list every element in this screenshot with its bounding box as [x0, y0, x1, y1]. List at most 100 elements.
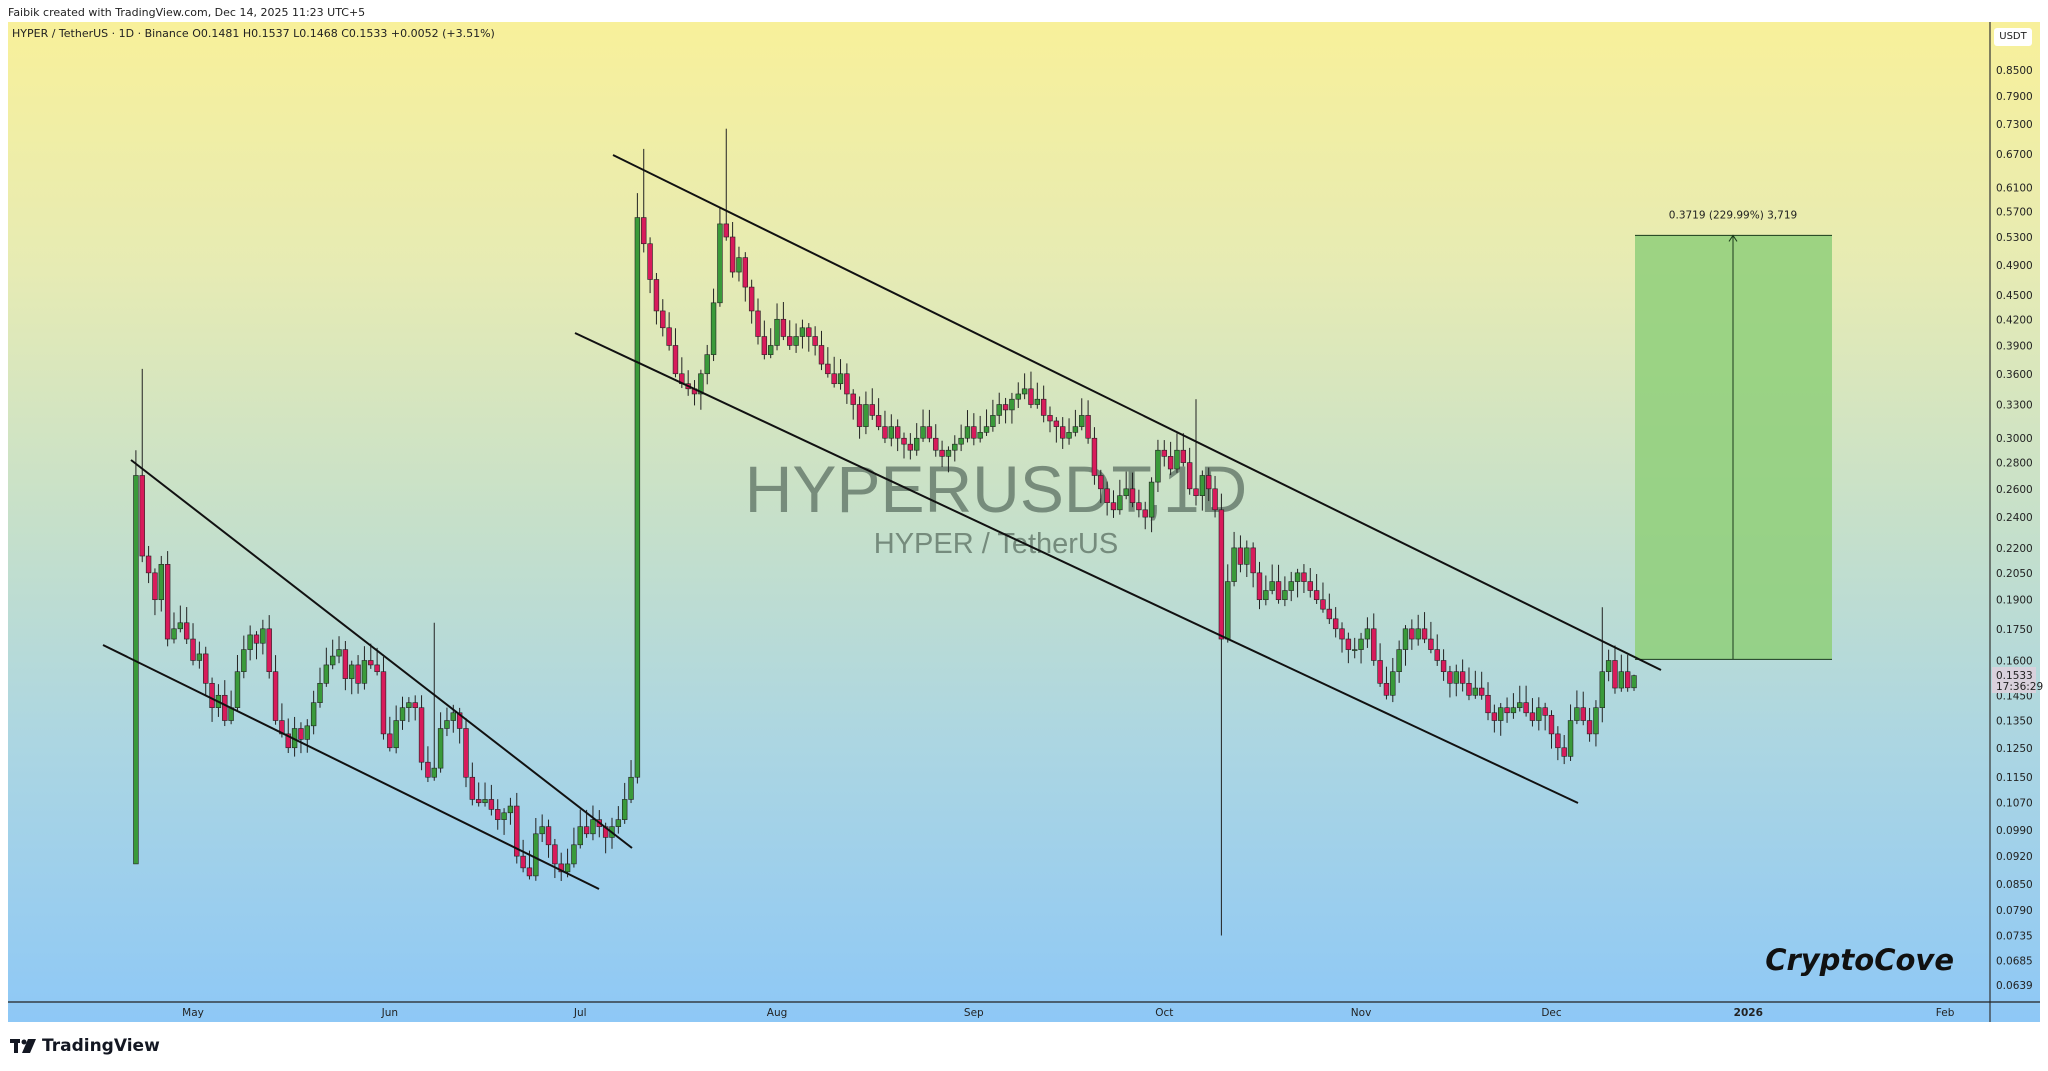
- candle[interactable]: [748, 279, 755, 324]
- candle[interactable]: [412, 695, 418, 721]
- candle[interactable]: [1498, 703, 1504, 736]
- candle[interactable]: [723, 128, 729, 241]
- candle[interactable]: [888, 414, 895, 447]
- candle[interactable]: [183, 607, 190, 645]
- candle[interactable]: [812, 326, 818, 356]
- candle[interactable]: [1060, 417, 1066, 449]
- candle[interactable]: [355, 655, 361, 694]
- candle[interactable]: [1472, 670, 1479, 699]
- candle[interactable]: [1085, 400, 1091, 444]
- candle[interactable]: [1117, 479, 1123, 515]
- candle[interactable]: [1593, 700, 1599, 747]
- candle[interactable]: [1079, 398, 1085, 431]
- candle[interactable]: [1231, 531, 1237, 587]
- candle[interactable]: [1542, 702, 1548, 731]
- candle[interactable]: [310, 690, 317, 735]
- candle[interactable]: [1161, 440, 1167, 467]
- candle[interactable]: [1275, 564, 1282, 604]
- trendlines[interactable]: [102, 154, 1662, 890]
- candle[interactable]: [615, 806, 622, 834]
- candle[interactable]: [1390, 657, 1396, 703]
- candle[interactable]: [1618, 654, 1625, 692]
- candle[interactable]: [755, 298, 761, 345]
- candle[interactable]: [647, 237, 653, 294]
- candle[interactable]: [418, 695, 425, 771]
- candle[interactable]: [1244, 540, 1250, 578]
- candle[interactable]: [196, 641, 203, 669]
- candle[interactable]: [266, 615, 272, 679]
- candle[interactable]: [1574, 690, 1580, 725]
- candle[interactable]: [393, 705, 399, 754]
- candle[interactable]: [1567, 704, 1574, 761]
- candle[interactable]: [1174, 433, 1180, 473]
- candle[interactable]: [621, 782, 628, 824]
- candle[interactable]: [495, 799, 501, 830]
- candle[interactable]: [1066, 418, 1072, 445]
- candle[interactable]: [164, 551, 171, 647]
- candle[interactable]: [177, 605, 184, 633]
- candle[interactable]: [1269, 564, 1275, 595]
- channel-upper-trendline[interactable]: [612, 154, 1662, 671]
- candle[interactable]: [1218, 493, 1225, 936]
- candle[interactable]: [1428, 621, 1434, 654]
- candle[interactable]: [1421, 612, 1428, 644]
- candle[interactable]: [666, 312, 672, 351]
- candle[interactable]: [799, 319, 806, 349]
- channel-lower-trendline[interactable]: [574, 332, 1579, 804]
- candle[interactable]: [920, 409, 926, 442]
- candle[interactable]: [1250, 542, 1256, 588]
- candle[interactable]: [1624, 654, 1631, 692]
- candle[interactable]: [558, 852, 564, 881]
- candle[interactable]: [272, 655, 279, 725]
- candle[interactable]: [869, 388, 875, 420]
- candle[interactable]: [1053, 417, 1060, 443]
- candle[interactable]: [1326, 593, 1333, 624]
- candle[interactable]: [1586, 707, 1593, 742]
- candle[interactable]: [590, 805, 596, 841]
- candle[interactable]: [1148, 477, 1155, 533]
- candle[interactable]: [539, 814, 545, 843]
- candle[interactable]: [729, 221, 736, 278]
- candle[interactable]: [437, 712, 444, 773]
- candle[interactable]: [336, 636, 342, 664]
- candle[interactable]: [399, 696, 406, 730]
- candle[interactable]: [710, 288, 717, 362]
- candle[interactable]: [767, 328, 774, 359]
- candle[interactable]: [926, 409, 933, 443]
- candle[interactable]: [717, 207, 723, 307]
- candle[interactable]: [1123, 471, 1129, 500]
- price-axis[interactable]: 0.8500 0.7900 0.7300 0.6700 0.6100 0.5700 0.53…: [1996, 65, 2033, 992]
- candle[interactable]: [1364, 617, 1371, 648]
- price-range-measure[interactable]: 0.3719 (229.99%) 3,719: [1635, 209, 1832, 660]
- candle[interactable]: [387, 716, 393, 752]
- candle[interactable]: [1206, 467, 1212, 502]
- candle[interactable]: [1186, 447, 1193, 495]
- candle[interactable]: [1040, 385, 1047, 423]
- candle[interactable]: [971, 413, 977, 446]
- candle[interactable]: [1383, 666, 1390, 700]
- candle[interactable]: [1612, 645, 1618, 694]
- candle[interactable]: [774, 303, 780, 351]
- candle[interactable]: [488, 784, 495, 816]
- candle[interactable]: [1021, 373, 1028, 400]
- candle[interactable]: [349, 660, 355, 695]
- candle[interactable]: [1466, 667, 1472, 701]
- candle[interactable]: [406, 697, 412, 723]
- candle[interactable]: [983, 409, 990, 436]
- candle[interactable]: [850, 389, 856, 420]
- candle[interactable]: [368, 643, 374, 669]
- candle[interactable]: [139, 368, 145, 563]
- candle[interactable]: [964, 410, 971, 443]
- candle[interactable]: [1510, 693, 1517, 719]
- candle[interactable]: [1631, 674, 1637, 691]
- candle[interactable]: [304, 719, 310, 753]
- candle[interactable]: [291, 716, 298, 757]
- candle[interactable]: [1339, 622, 1345, 653]
- candle[interactable]: [1561, 735, 1567, 765]
- tradingview-logo[interactable]: TradingView: [10, 1036, 160, 1056]
- candle[interactable]: [894, 419, 901, 452]
- candle[interactable]: [514, 792, 520, 864]
- candle[interactable]: [831, 356, 837, 388]
- candle[interactable]: [1332, 607, 1339, 638]
